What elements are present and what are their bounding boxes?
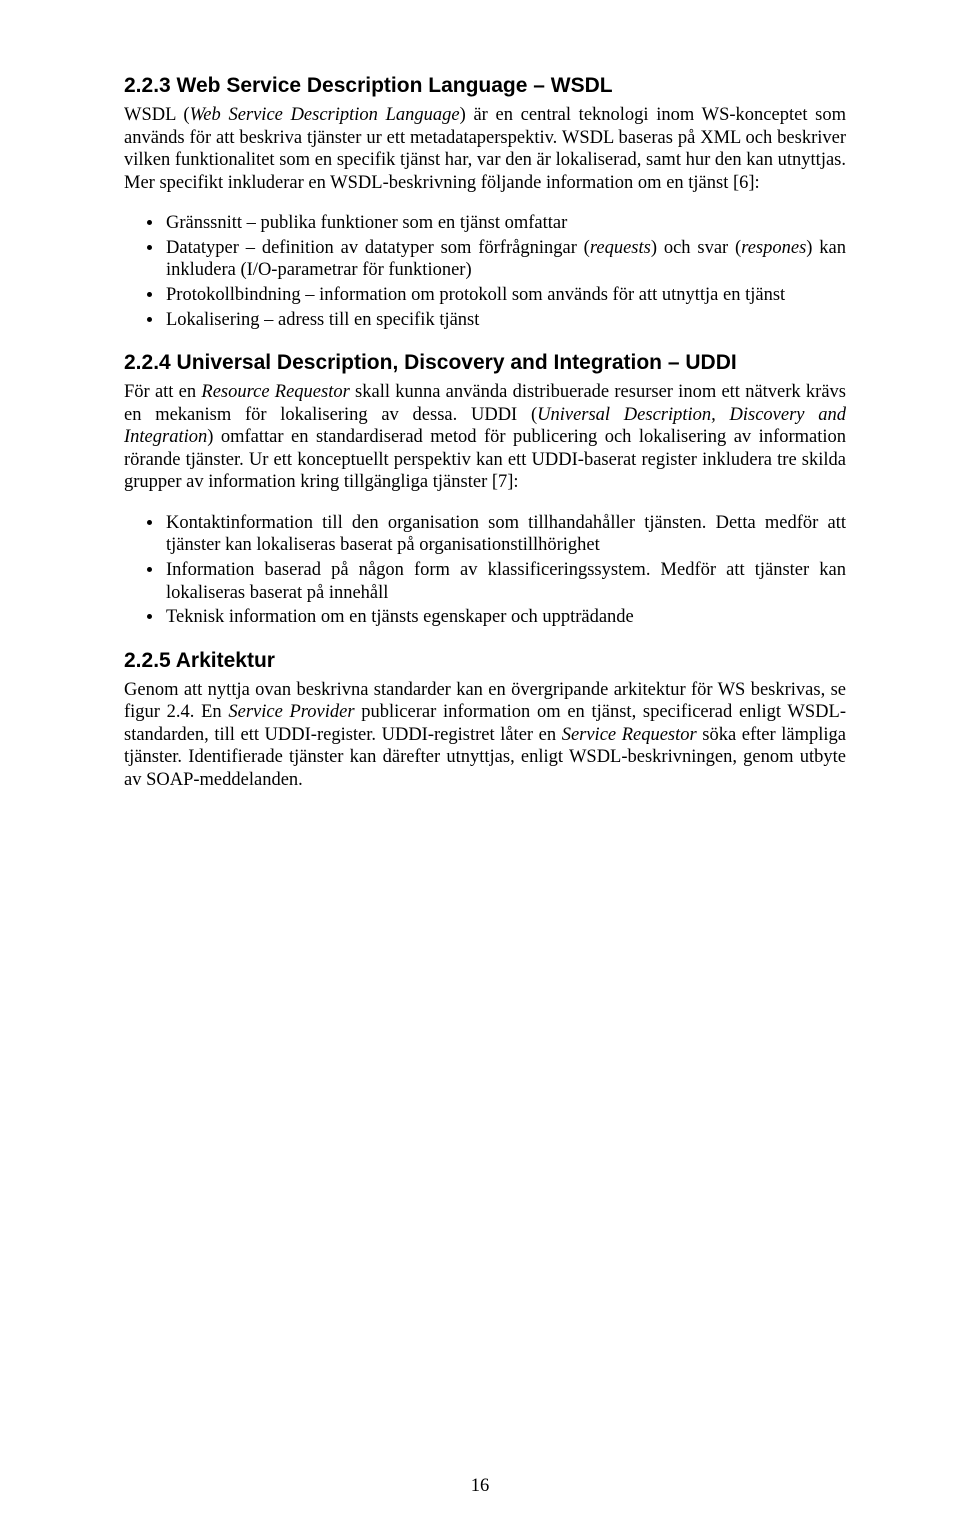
section-2-2-3: 2.2.3 Web Service Description Language –… (124, 74, 846, 331)
section-2-2-4: 2.2.4 Universal Description, Discovery a… (124, 351, 846, 629)
heading-2-2-4: 2.2.4 Universal Description, Discovery a… (124, 351, 846, 375)
list-item: Datatyper – definition av datatyper som … (164, 237, 846, 282)
page-number: 16 (0, 1476, 960, 1497)
section-2-2-5: 2.2.5 Arkitektur Genom att nyttja ovan b… (124, 649, 846, 792)
list-item: Kontaktinformation till den organisation… (164, 512, 846, 557)
list-item: Information baserad på någon form av kla… (164, 559, 846, 604)
list-item: Protokollbindning – information om proto… (164, 284, 846, 307)
heading-2-2-5: 2.2.5 Arkitektur (124, 649, 846, 673)
bullet-list: Kontaktinformation till den organisation… (124, 512, 846, 629)
paragraph: WSDL (Web Service Description Language) … (124, 104, 846, 194)
document-page: 2.2.3 Web Service Description Language –… (0, 0, 960, 1537)
paragraph: För att en Resource Requestor skall kunn… (124, 381, 846, 494)
paragraph: Genom att nyttja ovan beskrivna standard… (124, 679, 846, 792)
list-item: Teknisk information om en tjänsts egensk… (164, 606, 846, 629)
list-item: Gränssnitt – publika funktioner som en t… (164, 212, 846, 235)
bullet-list: Gränssnitt – publika funktioner som en t… (124, 212, 846, 331)
heading-2-2-3: 2.2.3 Web Service Description Language –… (124, 74, 846, 98)
list-item: Lokalisering – adress till en specifik t… (164, 309, 846, 332)
